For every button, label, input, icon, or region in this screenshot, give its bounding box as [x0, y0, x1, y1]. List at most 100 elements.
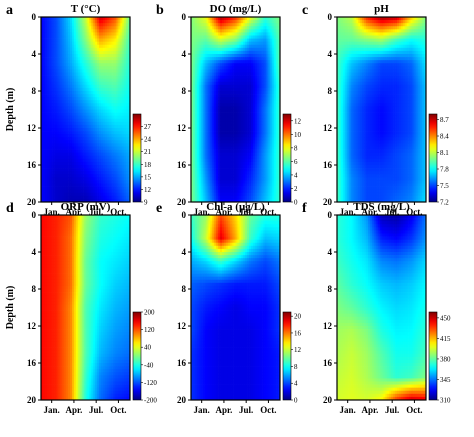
heatmap-cell — [77, 143, 81, 147]
heatmap-cell — [56, 97, 59, 101]
heatmap-cell — [237, 118, 240, 123]
heatmap-cell — [114, 134, 117, 138]
heatmap-cell — [218, 103, 221, 107]
heatmap-cell — [252, 128, 256, 132]
heatmap-cell — [241, 29, 244, 33]
heatmap-cell — [272, 109, 275, 113]
heatmap-cell — [196, 47, 200, 52]
heatmap-cell — [276, 143, 279, 147]
heatmap-cell — [245, 38, 248, 43]
heatmap-cell — [216, 121, 219, 126]
heatmap-cell — [229, 29, 232, 33]
heatmap-cell — [75, 143, 79, 147]
heatmap-cell — [221, 72, 225, 76]
heatmap-cell — [250, 60, 254, 64]
heatmap-cell — [237, 112, 240, 117]
heatmap-cell — [58, 158, 61, 163]
heatmap-cell — [250, 23, 254, 27]
heatmap-cell — [93, 158, 96, 163]
heatmap-cell — [266, 23, 269, 27]
heatmap-cell — [229, 109, 232, 113]
heatmap-cell — [256, 26, 260, 30]
heatmap-cell — [229, 84, 232, 89]
heatmap-cell — [87, 44, 90, 49]
heatmap-cell — [218, 134, 221, 138]
heatmap-cell — [262, 94, 265, 98]
heatmap-cell — [245, 32, 248, 36]
heatmap-cell — [120, 29, 123, 33]
heatmap-cell — [46, 20, 50, 24]
heatmap-cell — [260, 112, 263, 117]
heatmap-cell — [126, 121, 129, 126]
heatmap-cell — [108, 192, 111, 197]
heatmap-cell — [268, 94, 271, 98]
heatmap-cell — [272, 32, 275, 36]
heatmap-cell — [114, 81, 117, 86]
heatmap-cell — [110, 63, 113, 67]
heatmap-cell — [210, 112, 213, 117]
heatmap-cell — [214, 69, 217, 73]
heatmap-cell — [73, 143, 77, 147]
heatmap-cell — [62, 23, 65, 27]
heatmap-cell — [89, 100, 92, 104]
heatmap-cell — [95, 32, 98, 36]
heatmap-cell — [120, 183, 123, 187]
heatmap-cell — [245, 149, 248, 154]
heatmap-cell — [208, 158, 211, 163]
heatmap-cell — [214, 26, 217, 30]
heatmap-cell — [100, 106, 104, 110]
heatmap-cell — [272, 137, 275, 141]
heatmap-cell — [278, 94, 281, 98]
heatmap-cell — [79, 44, 82, 49]
heatmap-cell — [71, 146, 75, 150]
heatmap-cell — [85, 81, 88, 86]
heatmap-cell — [241, 97, 244, 101]
y-tick-label: 16 — [27, 160, 37, 170]
heatmap-cell — [106, 78, 110, 83]
heatmap-cell — [79, 186, 82, 191]
heatmap-cell — [104, 195, 108, 200]
heatmap-cell — [202, 103, 205, 107]
heatmap-cell — [44, 32, 48, 36]
heatmap-cell — [118, 131, 121, 135]
heatmap-cell — [71, 198, 75, 203]
heatmap-cell — [268, 137, 271, 141]
heatmap-cell — [247, 112, 250, 117]
heatmap-cell — [208, 47, 211, 52]
heatmap-cell — [272, 60, 275, 64]
heatmap-cell — [46, 63, 50, 67]
heatmap-cell — [126, 91, 129, 95]
heatmap-cell — [126, 165, 129, 169]
heatmap-cell — [218, 152, 221, 157]
heatmap-cell — [206, 158, 209, 163]
heatmap-cell — [66, 69, 69, 73]
heatmap-cell — [268, 35, 271, 39]
heatmap-cell — [206, 32, 209, 36]
heatmap-cell — [116, 94, 119, 98]
heatmap-cell — [200, 128, 203, 132]
heatmap-cell — [233, 17, 236, 21]
heatmap-cell — [68, 168, 71, 172]
heatmap-cell — [91, 121, 94, 126]
heatmap-cell — [268, 78, 271, 83]
heatmap-cell — [99, 35, 102, 39]
heatmap-cell — [241, 124, 244, 129]
heatmap-cell — [81, 165, 84, 169]
heatmap-cell — [60, 106, 63, 110]
heatmap-cell — [235, 78, 238, 83]
heatmap-cell — [276, 32, 279, 36]
heatmap-cell — [70, 44, 73, 49]
heatmap-cell — [258, 44, 261, 49]
heatmap-cell — [110, 137, 113, 141]
heatmap-cell — [93, 94, 96, 98]
heatmap-cell — [108, 124, 111, 129]
heatmap-cell — [194, 23, 198, 27]
heatmap-cell — [276, 109, 279, 113]
heatmap-cell — [208, 44, 211, 49]
heatmap-cell — [249, 146, 252, 150]
heatmap-cell — [223, 57, 227, 61]
heatmap-cell — [220, 87, 223, 92]
heatmap-cell — [81, 75, 84, 80]
heatmap-cell — [108, 38, 111, 43]
heatmap-cell — [56, 41, 59, 46]
